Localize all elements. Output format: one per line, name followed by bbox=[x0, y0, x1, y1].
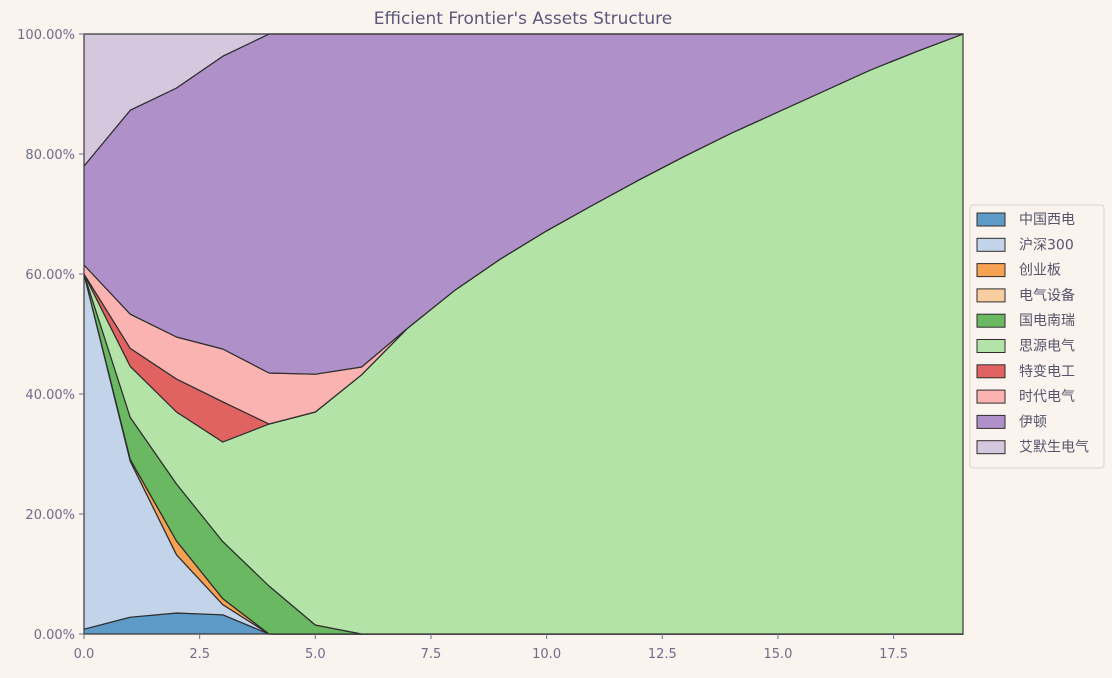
x-tick-label: 5.0 bbox=[305, 647, 326, 662]
y-tick-label: 80.00% bbox=[25, 148, 75, 163]
x-tick-label: 0.0 bbox=[74, 647, 95, 662]
legend-label: 时代电气 bbox=[1019, 389, 1075, 405]
legend-label: 中国西电 bbox=[1019, 212, 1075, 228]
legend-label: 电气设备 bbox=[1019, 287, 1075, 304]
y-tick-label: 0.00% bbox=[34, 628, 75, 643]
chart-title: Efficient Frontier's Assets Structure bbox=[374, 9, 672, 29]
legend-label: 特变电工 bbox=[1019, 364, 1075, 380]
legend-label: 伊顿 bbox=[1019, 414, 1047, 430]
y-axis: 0.00% 20.00% 40.00% 60.00% 80.00% 100.00% bbox=[17, 28, 84, 643]
legend-swatch bbox=[976, 212, 1006, 227]
legend-swatch bbox=[976, 313, 1006, 328]
legend-swatch bbox=[976, 339, 1006, 353]
x-tick-label: 10.0 bbox=[532, 647, 561, 662]
y-tick-label: 100.00% bbox=[17, 28, 75, 43]
y-tick-label: 60.00% bbox=[25, 268, 75, 283]
x-tick-label: 7.5 bbox=[421, 647, 442, 662]
plot-frame bbox=[83, 33, 964, 635]
legend-swatch bbox=[976, 389, 1006, 404]
legend-label: 艾默生电气 bbox=[1019, 440, 1089, 456]
x-tick-label: 2.5 bbox=[189, 647, 210, 662]
legend-swatch bbox=[976, 440, 1006, 455]
y-tick-label: 20.00% bbox=[25, 508, 75, 523]
legend-label: 创业板 bbox=[1019, 263, 1061, 279]
legend-swatch bbox=[976, 414, 1006, 429]
legend-label: 沪深300 bbox=[1019, 237, 1074, 253]
legend-swatch bbox=[976, 364, 1006, 379]
areas-layer bbox=[83, 33, 964, 635]
legend-label: 思源电气 bbox=[1019, 339, 1075, 355]
x-tick-label: 12.5 bbox=[648, 647, 677, 662]
x-tick-label: 15.0 bbox=[763, 647, 792, 662]
legend-swatch bbox=[976, 288, 1006, 303]
x-tick-label: 17.5 bbox=[879, 647, 908, 662]
x-axis: 0.0 2.5 5.0 7.5 10.0 12.5 15.0 17.5 bbox=[74, 634, 908, 662]
legend-swatch bbox=[976, 237, 1006, 252]
legend-swatch bbox=[976, 263, 1006, 278]
y-tick-label: 40.00% bbox=[25, 388, 75, 403]
legend-label: 国电南瑞 bbox=[1019, 313, 1075, 329]
